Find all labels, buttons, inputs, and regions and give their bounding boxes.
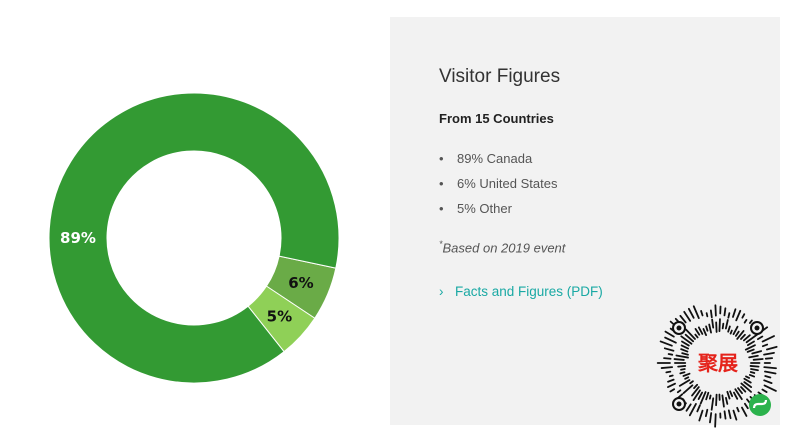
footnote-text: Based on 2019 event	[442, 240, 566, 256]
slice-label: 6%	[288, 274, 313, 292]
list-item: • 6% United States	[439, 175, 557, 200]
slice-label: 89%	[60, 229, 96, 247]
list-item: • 89% Canada	[439, 150, 557, 175]
list-item-text: 6% United States	[457, 176, 558, 191]
bullet-icon: •	[439, 151, 444, 166]
bullet-icon: •	[439, 201, 444, 216]
list-item-text: 5% Other	[457, 201, 512, 216]
list-item: • 5% Other	[439, 200, 557, 225]
list-item-text: 89% Canada	[457, 151, 533, 166]
panel-subtitle: From 15 Countries	[439, 111, 554, 126]
qr-code[interactable]: 聚展	[650, 295, 786, 431]
visitor-list: • 89% Canada • 6% United States • 5% Other	[439, 150, 557, 225]
chevron-right-icon: ›	[439, 284, 444, 299]
panel-title: Visitor Figures	[439, 66, 561, 87]
bullet-icon: •	[439, 176, 444, 191]
link-label: Facts and Figures (PDF)	[455, 284, 603, 299]
donut-chart: 6% 5% 89%	[48, 92, 340, 384]
donut-slice-canada[interactable]	[48, 92, 340, 384]
facts-and-figures-link[interactable]: › Facts and Figures (PDF)	[439, 284, 603, 299]
qr-logo: 聚展	[697, 351, 738, 375]
slice-label: 5%	[267, 308, 292, 326]
footnote: *Based on 2019 event	[439, 239, 565, 255]
footnote-mark: *	[439, 239, 443, 249]
